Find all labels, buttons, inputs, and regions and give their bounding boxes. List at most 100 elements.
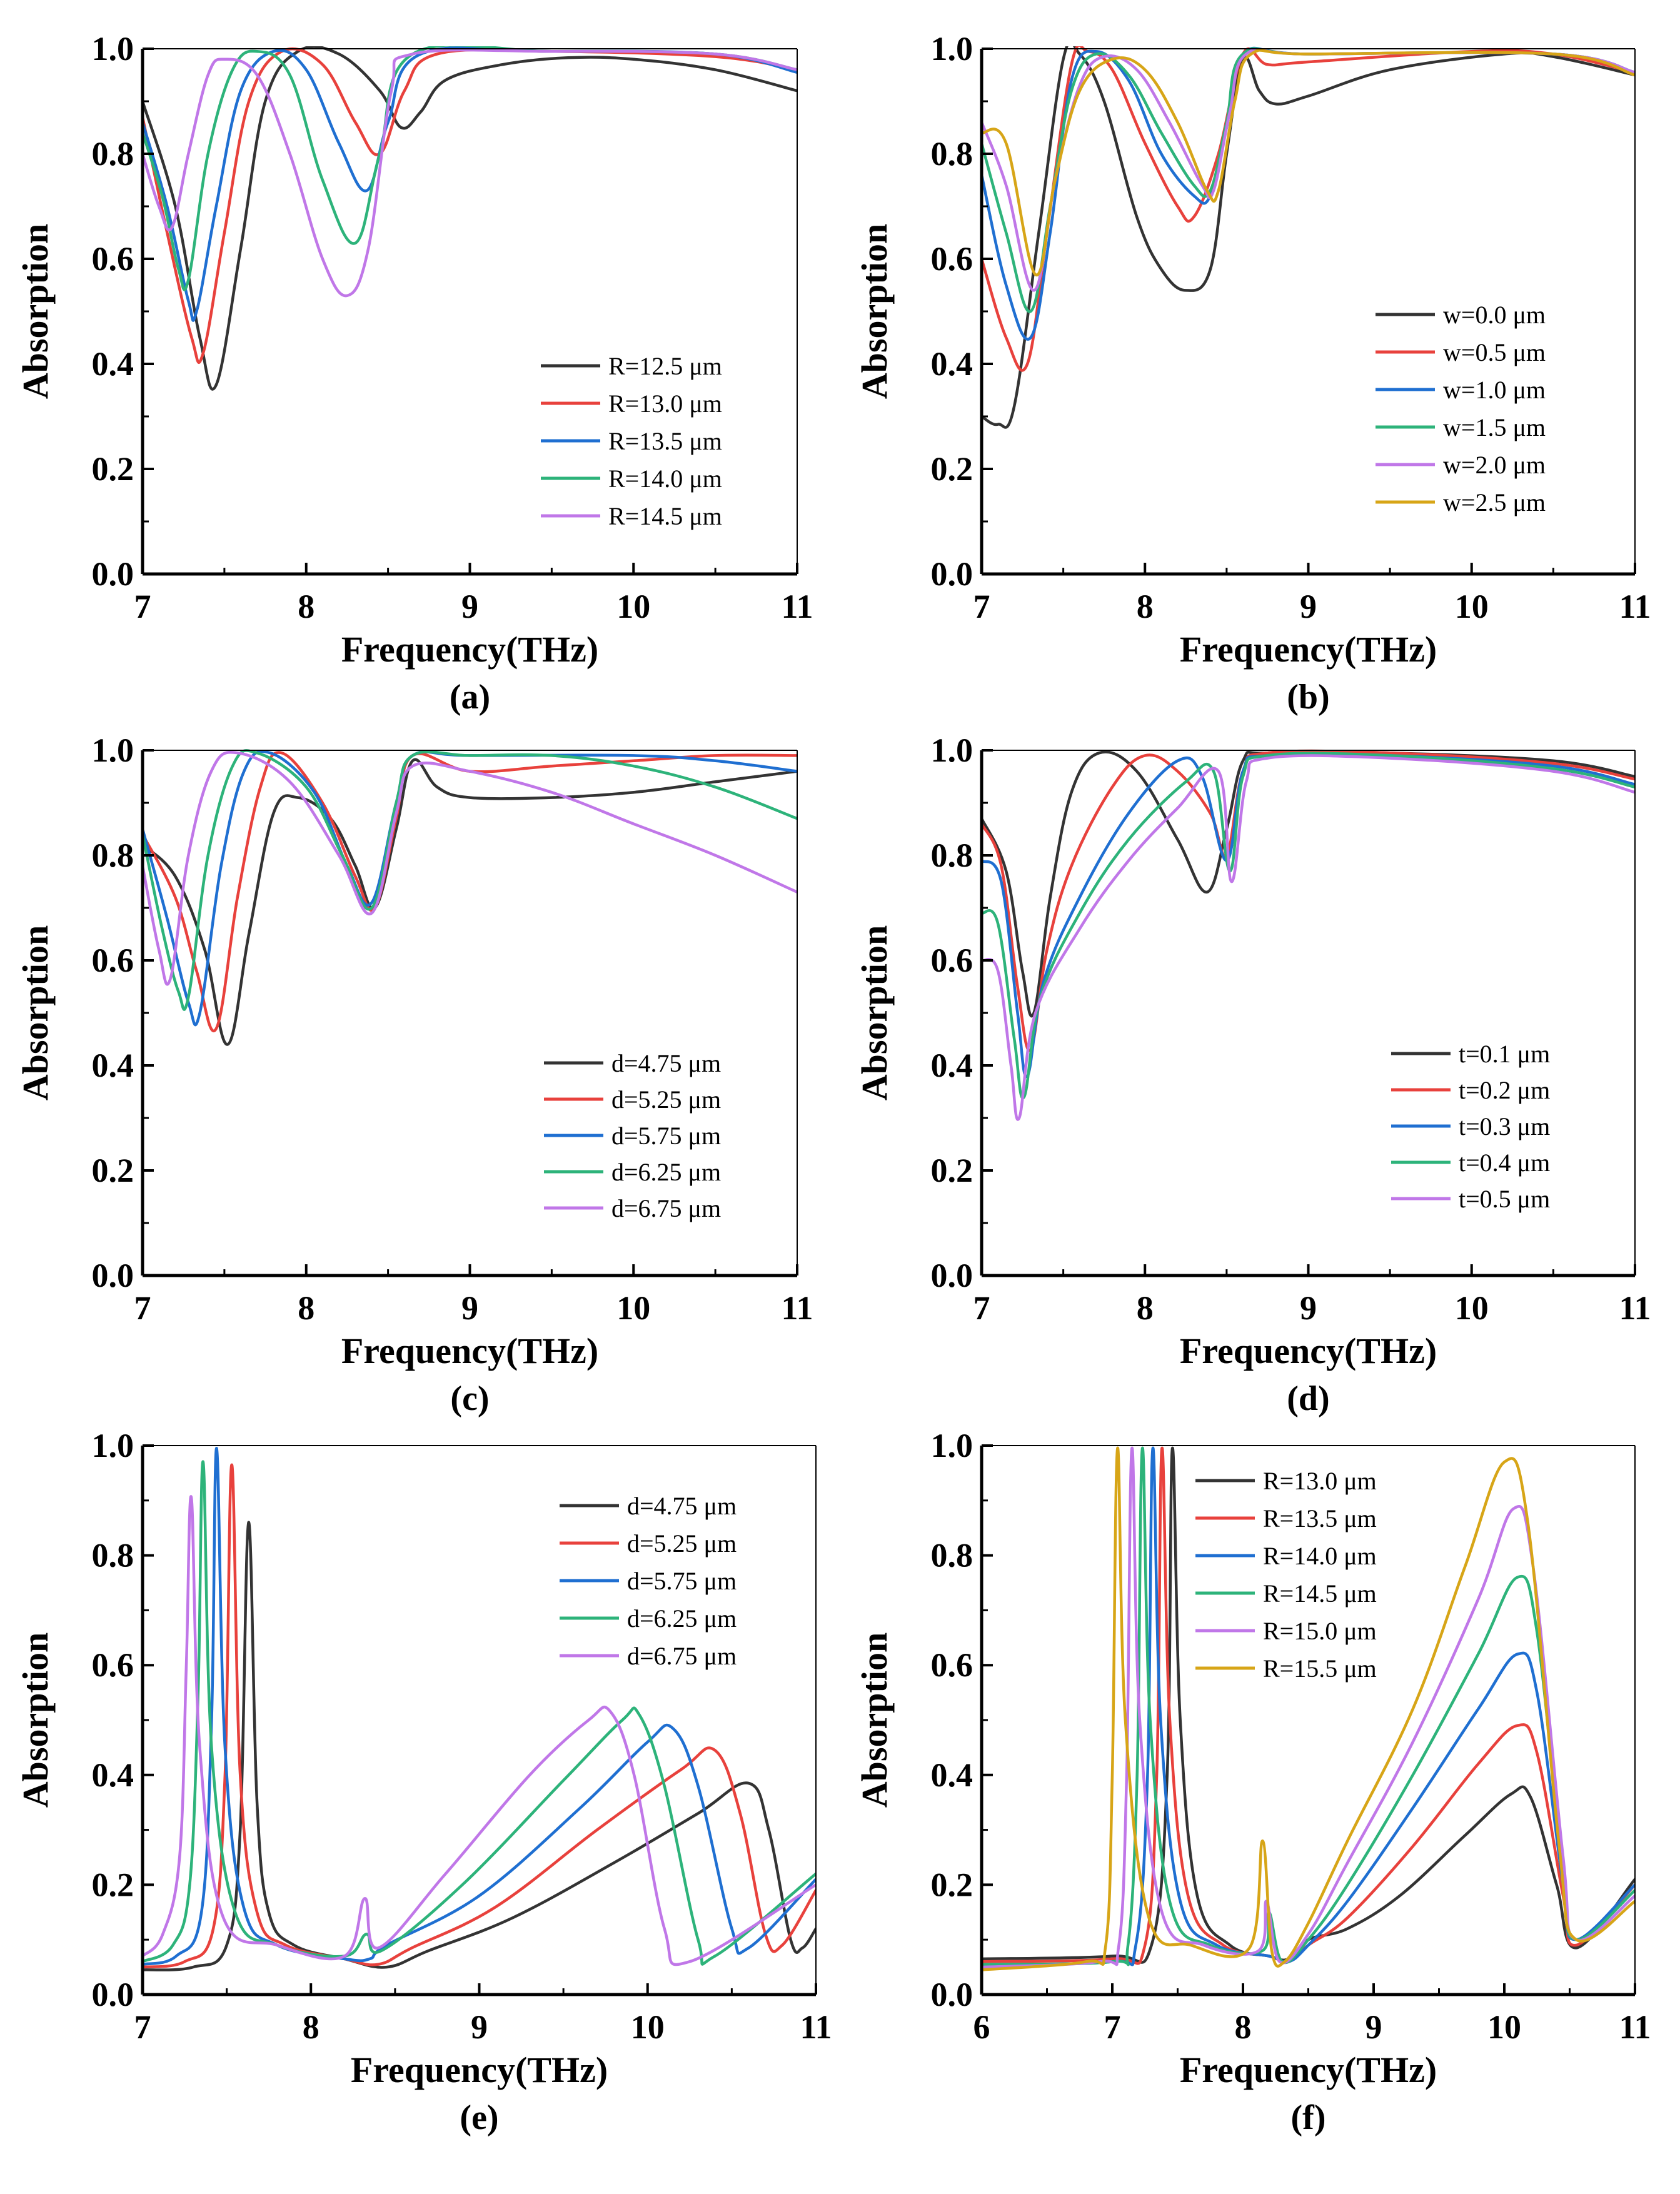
legend-label: d=6.75 μm — [611, 1194, 721, 1222]
legend: d=4.75 μm d=5.25 μm d=5.75 μm d=6.25 μm d=6.… — [544, 1049, 721, 1222]
series-line-a-0 — [143, 46, 797, 391]
chart-panel-c: 7 8 9 10 11 0.0 0.2 0.4 0.6 0.8 1.0 Frequency(THz) A… — [15, 732, 813, 1418]
y-axis-label: Absorption — [854, 224, 895, 399]
legend-label: d=5.75 μm — [611, 1122, 721, 1150]
series-line-c-1 — [143, 751, 797, 1032]
y-tick-label: 0.4 — [92, 1756, 134, 1794]
x-tick-label: 10 — [1487, 2008, 1521, 2046]
legend-label: w=2.5 μm — [1443, 488, 1546, 516]
legend: t=0.1 μm t=0.2 μm t=0.3 μm t=0.4 μm t=0.5 μm — [1391, 1040, 1550, 1213]
panel-label: (f) — [1291, 2098, 1326, 2137]
x-tick-label: 10 — [631, 2008, 665, 2046]
panel-label: (a) — [450, 678, 490, 717]
x-tick-label: 7 — [134, 2008, 151, 2046]
x-tick-label: 9 — [1366, 2008, 1382, 2046]
series-line-a-1 — [143, 47, 797, 364]
y-axis-label: Absorption — [15, 925, 56, 1100]
legend-label: d=5.25 μm — [611, 1085, 721, 1114]
y-tick-label: 0.4 — [92, 345, 134, 383]
y-tick-label: 0.0 — [92, 555, 134, 593]
legend: R=13.0 μm R=13.5 μm R=14.0 μm R=14.5 μm R=15… — [1195, 1467, 1377, 1683]
x-tick-label: 10 — [1455, 1289, 1489, 1327]
legend: w=0.0 μm w=0.5 μm w=1.0 μm w=1.5 μm w=2.0 μm… — [1376, 301, 1546, 516]
y-tick-label: 1.0 — [92, 732, 134, 769]
x-axis-label: Frequency(THz) — [341, 629, 598, 670]
series-line-e-2 — [143, 1447, 816, 1966]
series-line-f-5 — [982, 1446, 1635, 1971]
y-tick-label: 1.0 — [931, 732, 973, 769]
x-tick-label: 7 — [973, 1289, 990, 1327]
legend-label: R=13.5 μm — [1263, 1504, 1377, 1532]
y-tick-label: 0.0 — [92, 1976, 134, 2013]
legend-label: t=0.3 μm — [1459, 1112, 1550, 1140]
legend-label: R=13.0 μm — [1263, 1467, 1377, 1495]
series-line-d-0 — [982, 750, 1635, 1018]
legend: d=4.75 μm d=5.25 μm d=5.75 μm d=6.25 μm d=6.… — [560, 1492, 737, 1670]
x-tick-label: 10 — [1455, 588, 1489, 625]
x-tick-label: 8 — [298, 1289, 314, 1327]
legend: R=12.5 μm R=13.0 μm R=13.5 μm R=14.0 μm R=14… — [541, 352, 722, 530]
y-tick-label: 0.6 — [931, 1646, 973, 1684]
x-tick-label: 7 — [973, 588, 990, 625]
x-tick-label: 9 — [1300, 588, 1317, 625]
y-tick-label: 1.0 — [92, 30, 134, 68]
y-tick-label: 0.8 — [931, 837, 973, 874]
x-tick-label: 11 — [781, 588, 813, 625]
x-tick-label: 8 — [303, 2008, 319, 2046]
x-tick-label: 7 — [1104, 2008, 1121, 2046]
y-axis-label: Absorption — [15, 224, 56, 399]
x-tick-label: 9 — [461, 588, 478, 625]
x-axis-label: Frequency(THz) — [341, 1331, 598, 1371]
series-line-d-3 — [982, 752, 1635, 1100]
chart-panel-b: 7 8 9 10 11 0.0 0.2 0.4 0.6 0.8 1.0 Frequency(THz) A… — [854, 30, 1651, 717]
chart-panel-a: 7 8 9 10 11 0.0 0.2 0.4 0.6 0.8 1.0 Frequency(THz) A… — [15, 30, 813, 717]
series-line-c-0 — [143, 758, 797, 1046]
series-line-c-4 — [143, 751, 797, 986]
legend-label: R=14.0 μm — [608, 465, 722, 493]
y-tick-label: 0.6 — [92, 1646, 134, 1684]
series-line-d-4 — [982, 754, 1635, 1121]
chart-panel-e: 7 8 9 10 11 0.0 0.2 0.4 0.6 0.8 1.0 Frequency(THz) A… — [15, 1427, 832, 2137]
series-line-b-0 — [982, 46, 1635, 429]
legend-label: R=12.5 μm — [608, 352, 722, 380]
legend-label: d=6.75 μm — [627, 1642, 737, 1670]
x-axis-label: Frequency(THz) — [1180, 629, 1437, 670]
series-line-b-1 — [982, 46, 1635, 372]
legend-label: d=4.75 μm — [611, 1049, 721, 1077]
y-tick-label: 1.0 — [92, 1427, 134, 1464]
x-tick-label: 11 — [800, 2008, 832, 2046]
x-tick-label: 10 — [616, 588, 650, 625]
series-line-c-3 — [143, 749, 797, 1011]
y-tick-label: 1.0 — [931, 1427, 973, 1464]
y-tick-label: 0.4 — [92, 1047, 134, 1084]
legend-label: R=15.0 μm — [1263, 1617, 1377, 1645]
x-tick-label: 10 — [616, 1289, 650, 1327]
series-line-b-4 — [982, 48, 1635, 292]
y-tick-label: 0.0 — [931, 1257, 973, 1294]
y-tick-label: 0.6 — [92, 942, 134, 979]
legend-label: w=0.0 μm — [1443, 301, 1546, 329]
y-tick-label: 0.2 — [92, 1866, 134, 1903]
y-tick-label: 0.6 — [92, 240, 134, 278]
y-tick-label: 1.0 — [931, 30, 973, 68]
legend-label: d=5.25 μm — [627, 1529, 737, 1557]
panel-label: (e) — [460, 2098, 498, 2137]
series-line-e-3 — [143, 1460, 816, 1966]
x-tick-label: 11 — [1619, 2008, 1651, 2046]
legend-label: w=2.0 μm — [1443, 451, 1546, 479]
y-tick-label: 0.6 — [931, 942, 973, 979]
legend-label: d=4.75 μm — [627, 1492, 737, 1520]
x-tick-label: 9 — [471, 2008, 488, 2046]
panel-label: (b) — [1287, 678, 1329, 717]
legend-label: t=0.1 μm — [1459, 1040, 1550, 1068]
x-tick-label: 7 — [134, 1289, 151, 1327]
y-tick-label: 0.4 — [931, 1047, 973, 1084]
y-tick-label: 0.0 — [931, 555, 973, 593]
y-tick-label: 0.2 — [931, 1152, 973, 1189]
legend-label: d=6.25 μm — [627, 1604, 737, 1633]
x-tick-label: 7 — [134, 588, 151, 625]
chart-panel-d: 7 8 9 10 11 0.0 0.2 0.4 0.6 0.8 1.0 Frequency(THz) A… — [854, 732, 1651, 1418]
y-tick-label: 0.2 — [92, 450, 134, 488]
x-tick-label: 6 — [973, 2008, 990, 2046]
